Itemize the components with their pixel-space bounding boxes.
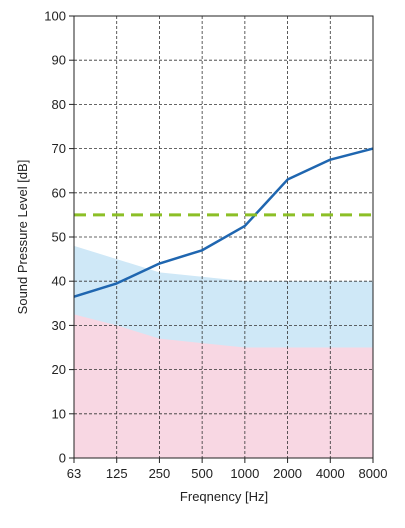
x-tick-label: 8000	[359, 466, 388, 481]
area-series-1	[74, 314, 373, 458]
grid-layer	[74, 16, 373, 458]
line-layer	[73, 147, 374, 298]
y-tick-label: 90	[52, 53, 66, 68]
y-tick-label: 50	[52, 230, 66, 245]
y-tick-label: 100	[44, 9, 66, 24]
y-tick-label: 10	[52, 406, 66, 421]
x-tick-label: 500	[191, 466, 213, 481]
y-tick-label: 20	[52, 362, 66, 377]
x-axis-label: Freqnency [Hz]	[180, 489, 268, 504]
y-tick-label: 70	[52, 141, 66, 156]
y-tick-label: 80	[52, 97, 66, 112]
y-tick-label: 60	[52, 185, 66, 200]
x-tick-label: 125	[106, 466, 128, 481]
area-layer	[74, 245, 373, 458]
y-tick-label: 0	[59, 451, 66, 466]
x-tick-label: 250	[149, 466, 171, 481]
x-tick-label: 1000	[230, 466, 259, 481]
tick-layer: 0 10 20 30 40 50 60 70 80 90 100 63 125 250 500 1000 200…	[44, 9, 387, 482]
x-tick-label: 2000	[273, 466, 302, 481]
x-tick-label: 4000	[316, 466, 345, 481]
y-axis-label: Sound Pressure Level [dB]	[15, 160, 30, 315]
y-tick-label: 30	[52, 318, 66, 333]
line-series-0	[73, 147, 374, 298]
x-tick-label: 63	[67, 466, 81, 481]
y-tick-label: 40	[52, 274, 66, 289]
